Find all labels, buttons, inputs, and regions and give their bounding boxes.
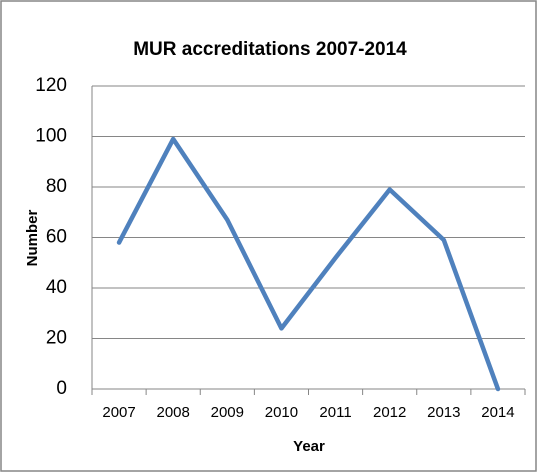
x-tick-label: 2008 [157, 404, 190, 421]
y-axis-title: Number [24, 210, 41, 267]
y-tick-label: 100 [35, 126, 67, 147]
x-tick-label: 2014 [481, 404, 514, 421]
x-tick-label: 2012 [373, 404, 406, 421]
y-tick-label: 80 [46, 176, 67, 197]
chart-title: MUR accreditations 2007-2014 [133, 39, 407, 60]
x-tick-label: 2011 [319, 404, 351, 421]
data-line [116, 136, 501, 392]
y-tick-label: 40 [46, 277, 67, 298]
x-tick-label: 2010 [265, 404, 298, 421]
y-tick-label: 120 [35, 75, 67, 96]
y-tick-label: 60 [46, 227, 67, 248]
x-tick-label: 2009 [211, 404, 244, 421]
y-tick-label: 20 [46, 328, 67, 349]
x-tick-label: 2007 [102, 404, 135, 421]
y-tick-label: 0 [56, 378, 67, 399]
x-axis-title: Year [293, 438, 325, 455]
x-tick-label: 2013 [427, 404, 460, 421]
